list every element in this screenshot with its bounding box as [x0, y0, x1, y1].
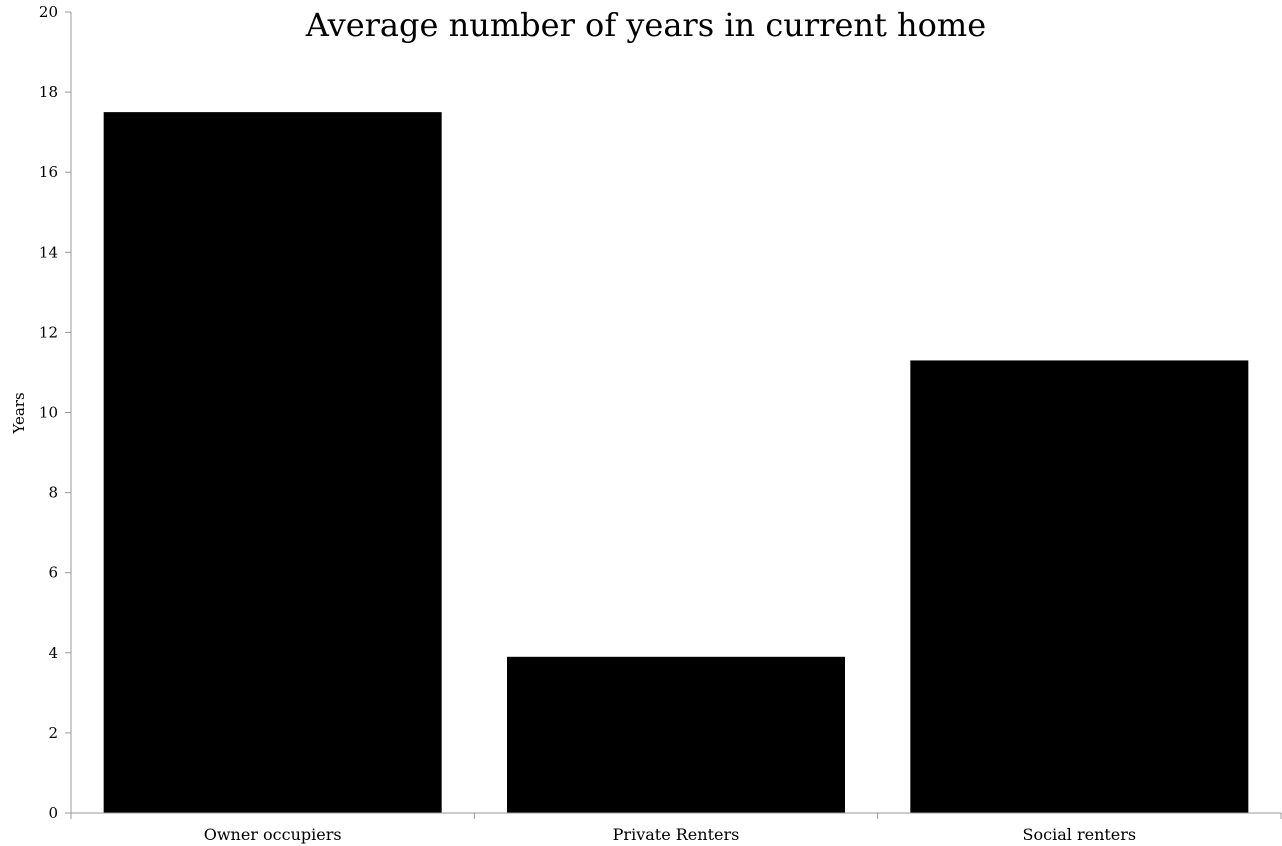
- x-label-owner-occupiers: Owner occupiers: [204, 825, 342, 844]
- y-axis-title: Years: [10, 392, 28, 434]
- y-tick-label-6: 6: [48, 564, 58, 582]
- bars-group: [103, 112, 1249, 813]
- y-tick-label-20: 20: [39, 3, 58, 21]
- y-tick-label-8: 8: [48, 484, 58, 502]
- bar-social-renters: [910, 360, 1249, 813]
- axes-group: [65, 11, 1282, 819]
- x-category-labels: Owner occupiers Private Renters Social ren…: [204, 825, 1136, 844]
- y-tick-label-2: 2: [48, 724, 58, 742]
- y-tick-label-10: 10: [39, 404, 58, 422]
- y-tick-label-16: 16: [39, 163, 58, 181]
- y-tick-labels: 0 2 4 6 8 10 12 14 16 18 20: [39, 3, 58, 822]
- y-tick-label-12: 12: [39, 323, 58, 341]
- chart-title: Average number of years in current home: [305, 6, 986, 44]
- y-tick-label-0: 0: [48, 804, 58, 822]
- bar-private-renters: [507, 656, 845, 813]
- x-label-private-renters: Private Renters: [613, 825, 740, 844]
- x-label-social-renters: Social renters: [1023, 825, 1137, 844]
- y-tick-label-18: 18: [39, 83, 58, 101]
- bar-owner-occupiers: [103, 112, 442, 813]
- y-tick-label-14: 14: [39, 243, 58, 261]
- y-tick-label-4: 4: [48, 644, 58, 662]
